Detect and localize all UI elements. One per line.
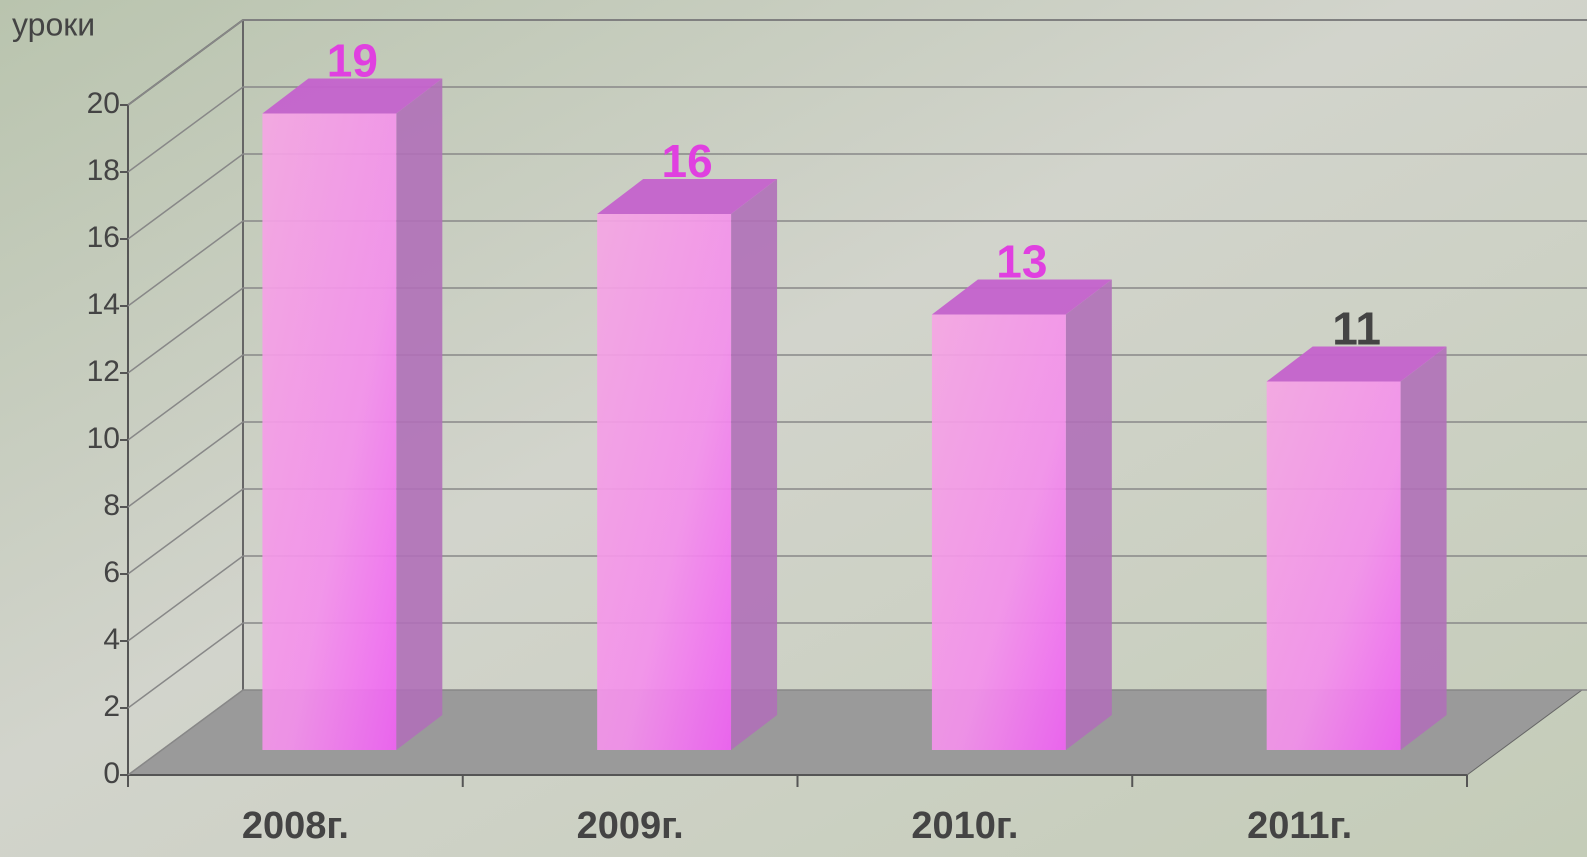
y-tick-label: 2 [103,690,120,723]
y-tick-label: 16 [87,221,120,254]
bar [1267,382,1401,751]
y-tick-label: 14 [87,288,120,321]
y-tick-label: 4 [103,623,120,656]
y-tick-label: 20 [87,87,120,120]
bar [262,114,396,751]
x-tick-label: 2009г. [577,805,684,847]
value-label: 19 [327,35,378,87]
bar-side [731,179,777,750]
x-tick-label: 2010г. [911,805,1018,847]
bar [932,315,1066,751]
y-tick-label: 8 [103,489,120,522]
page: уроки 0 2 4 6 8 10 12 14 16 18 20 2008г. 19 2009г. 16 2… [0,0,1587,857]
x-tick-label: 2008г. [242,805,349,847]
value-label: 13 [996,236,1047,288]
y-tick-label: 12 [87,355,120,388]
y-tick-label: 10 [87,422,120,455]
bar-side [1066,280,1112,751]
y-axis-label: уроки [12,6,95,42]
x-tick-label: 2011г. [1247,805,1352,847]
bar-side [396,79,442,751]
value-label: 16 [662,135,713,187]
y-tick-label: 18 [87,154,120,187]
bar [597,214,731,750]
chart: уроки 0 2 4 6 8 10 12 14 16 18 20 2008г. 19 2009г. 16 2… [0,0,1587,857]
bar-side [1401,347,1447,751]
value-label: 11 [1332,303,1381,355]
y-tick-label: 6 [103,556,120,589]
y-tick-label: 0 [103,757,120,790]
